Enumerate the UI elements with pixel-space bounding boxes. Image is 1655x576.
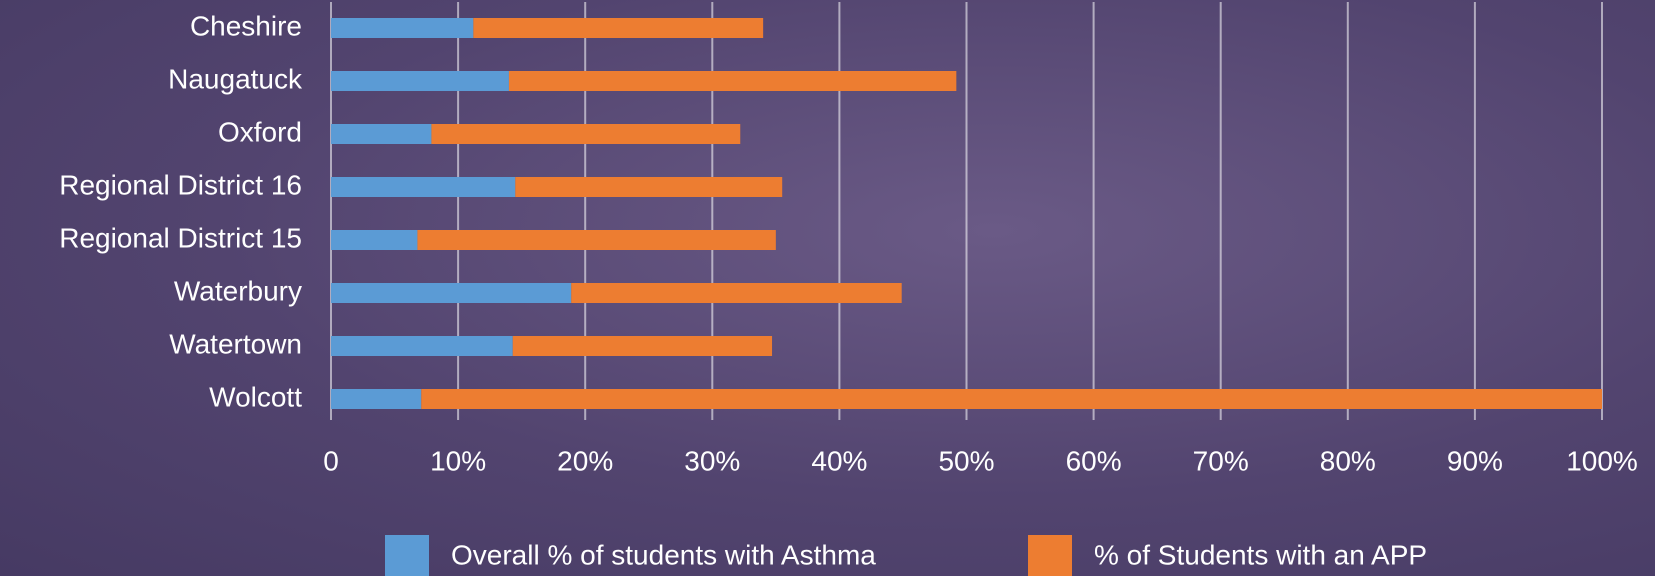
bar-segment	[331, 124, 431, 144]
bar-segment	[331, 389, 421, 409]
x-tick-label: 20%	[557, 445, 613, 476]
bar-segment	[417, 230, 775, 250]
page: 0 10% 20% 30% 40% 50% 60% 70% 80% 90% 100% Cheshire…	[0, 0, 1655, 576]
x-tick-label: 60%	[1066, 445, 1122, 476]
bar-segment	[331, 336, 513, 356]
legend-label: Overall % of students with Asthma	[451, 539, 876, 570]
y-tick-label: Oxford	[218, 116, 302, 147]
bar-segment	[331, 177, 515, 197]
bar-segment	[571, 283, 901, 303]
x-tick-label: 80%	[1320, 445, 1376, 476]
x-tick-label: 90%	[1447, 445, 1503, 476]
x-tick-label: 50%	[938, 445, 994, 476]
bar-segment	[331, 230, 417, 250]
y-tick-label: Watertown	[169, 328, 302, 359]
legend-swatch	[385, 535, 429, 576]
y-tick-label: Waterbury	[174, 275, 302, 306]
x-tick-label: 10%	[430, 445, 486, 476]
y-tick-label: Wolcott	[209, 381, 302, 412]
chart: 0 10% 20% 30% 40% 50% 60% 70% 80% 90% 100% Cheshire…	[0, 0, 1655, 576]
bar-segment	[331, 71, 509, 91]
bar-segment	[515, 177, 782, 197]
bar-segment	[473, 18, 763, 38]
y-tick-label: Cheshire	[190, 10, 302, 41]
y-tick-label: Regional District 16	[59, 169, 302, 200]
bar-segment	[421, 389, 1602, 409]
legend-swatch	[1028, 535, 1072, 576]
x-tick-label: 100%	[1566, 445, 1638, 476]
x-tick-label: 40%	[811, 445, 867, 476]
bar-segment	[331, 283, 571, 303]
x-tick-label: 30%	[684, 445, 740, 476]
bar-segment	[513, 336, 772, 356]
legend-label: % of Students with an APP	[1094, 539, 1427, 570]
bar-segment	[331, 18, 473, 38]
bar-segment	[509, 71, 956, 91]
x-tick-label: 70%	[1193, 445, 1249, 476]
y-tick-label: Naugatuck	[168, 63, 303, 94]
y-tick-label: Regional District 15	[59, 222, 302, 253]
bar-segment	[431, 124, 740, 144]
x-tick-label: 0	[323, 445, 339, 476]
